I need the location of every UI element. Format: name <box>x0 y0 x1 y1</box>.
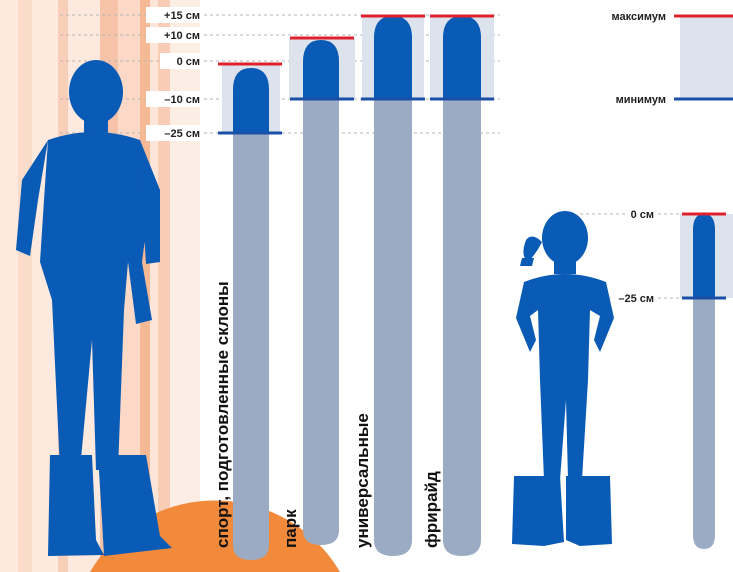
ski-child <box>680 212 733 549</box>
skis: спорт, подготовленные склоны парк универ… <box>213 14 494 560</box>
ski-freeride: фрирайд <box>422 14 494 556</box>
child-scale-label-zero: 0 см <box>631 209 654 221</box>
scale-label-plus10: +10 см <box>164 30 200 42</box>
child-scale: 0 см –25 см <box>611 206 657 306</box>
ski-park-label: парк <box>281 509 300 548</box>
legend: максимум минимум <box>612 11 733 106</box>
child-skier-silhouette-icon <box>512 211 614 546</box>
scale-label-minus10: –10 см <box>164 94 200 106</box>
scale-label-minus25: –25 см <box>164 128 200 140</box>
legend-min-label: минимум <box>616 94 666 106</box>
legend-max-label: максимум <box>612 11 666 23</box>
ski-allround: универсальные <box>353 14 425 556</box>
ski-freeride-label: фрирайд <box>422 471 441 548</box>
ski-sport-label: спорт, подготовленные склоны <box>213 281 232 548</box>
ski-park: парк <box>281 36 355 548</box>
child-scale-label-minus25: –25 см <box>618 293 654 305</box>
ski-sport: спорт, подготовленные склоны <box>213 62 282 560</box>
scale-label-zero: 0 см <box>177 56 200 68</box>
scale-label-plus15: +15 см <box>164 10 200 22</box>
adult-skier-silhouette-icon <box>16 60 172 556</box>
adult-scale: +15 см +10 см 0 см –10 см –25 см <box>146 7 204 141</box>
ski-allround-label: универсальные <box>353 413 372 548</box>
